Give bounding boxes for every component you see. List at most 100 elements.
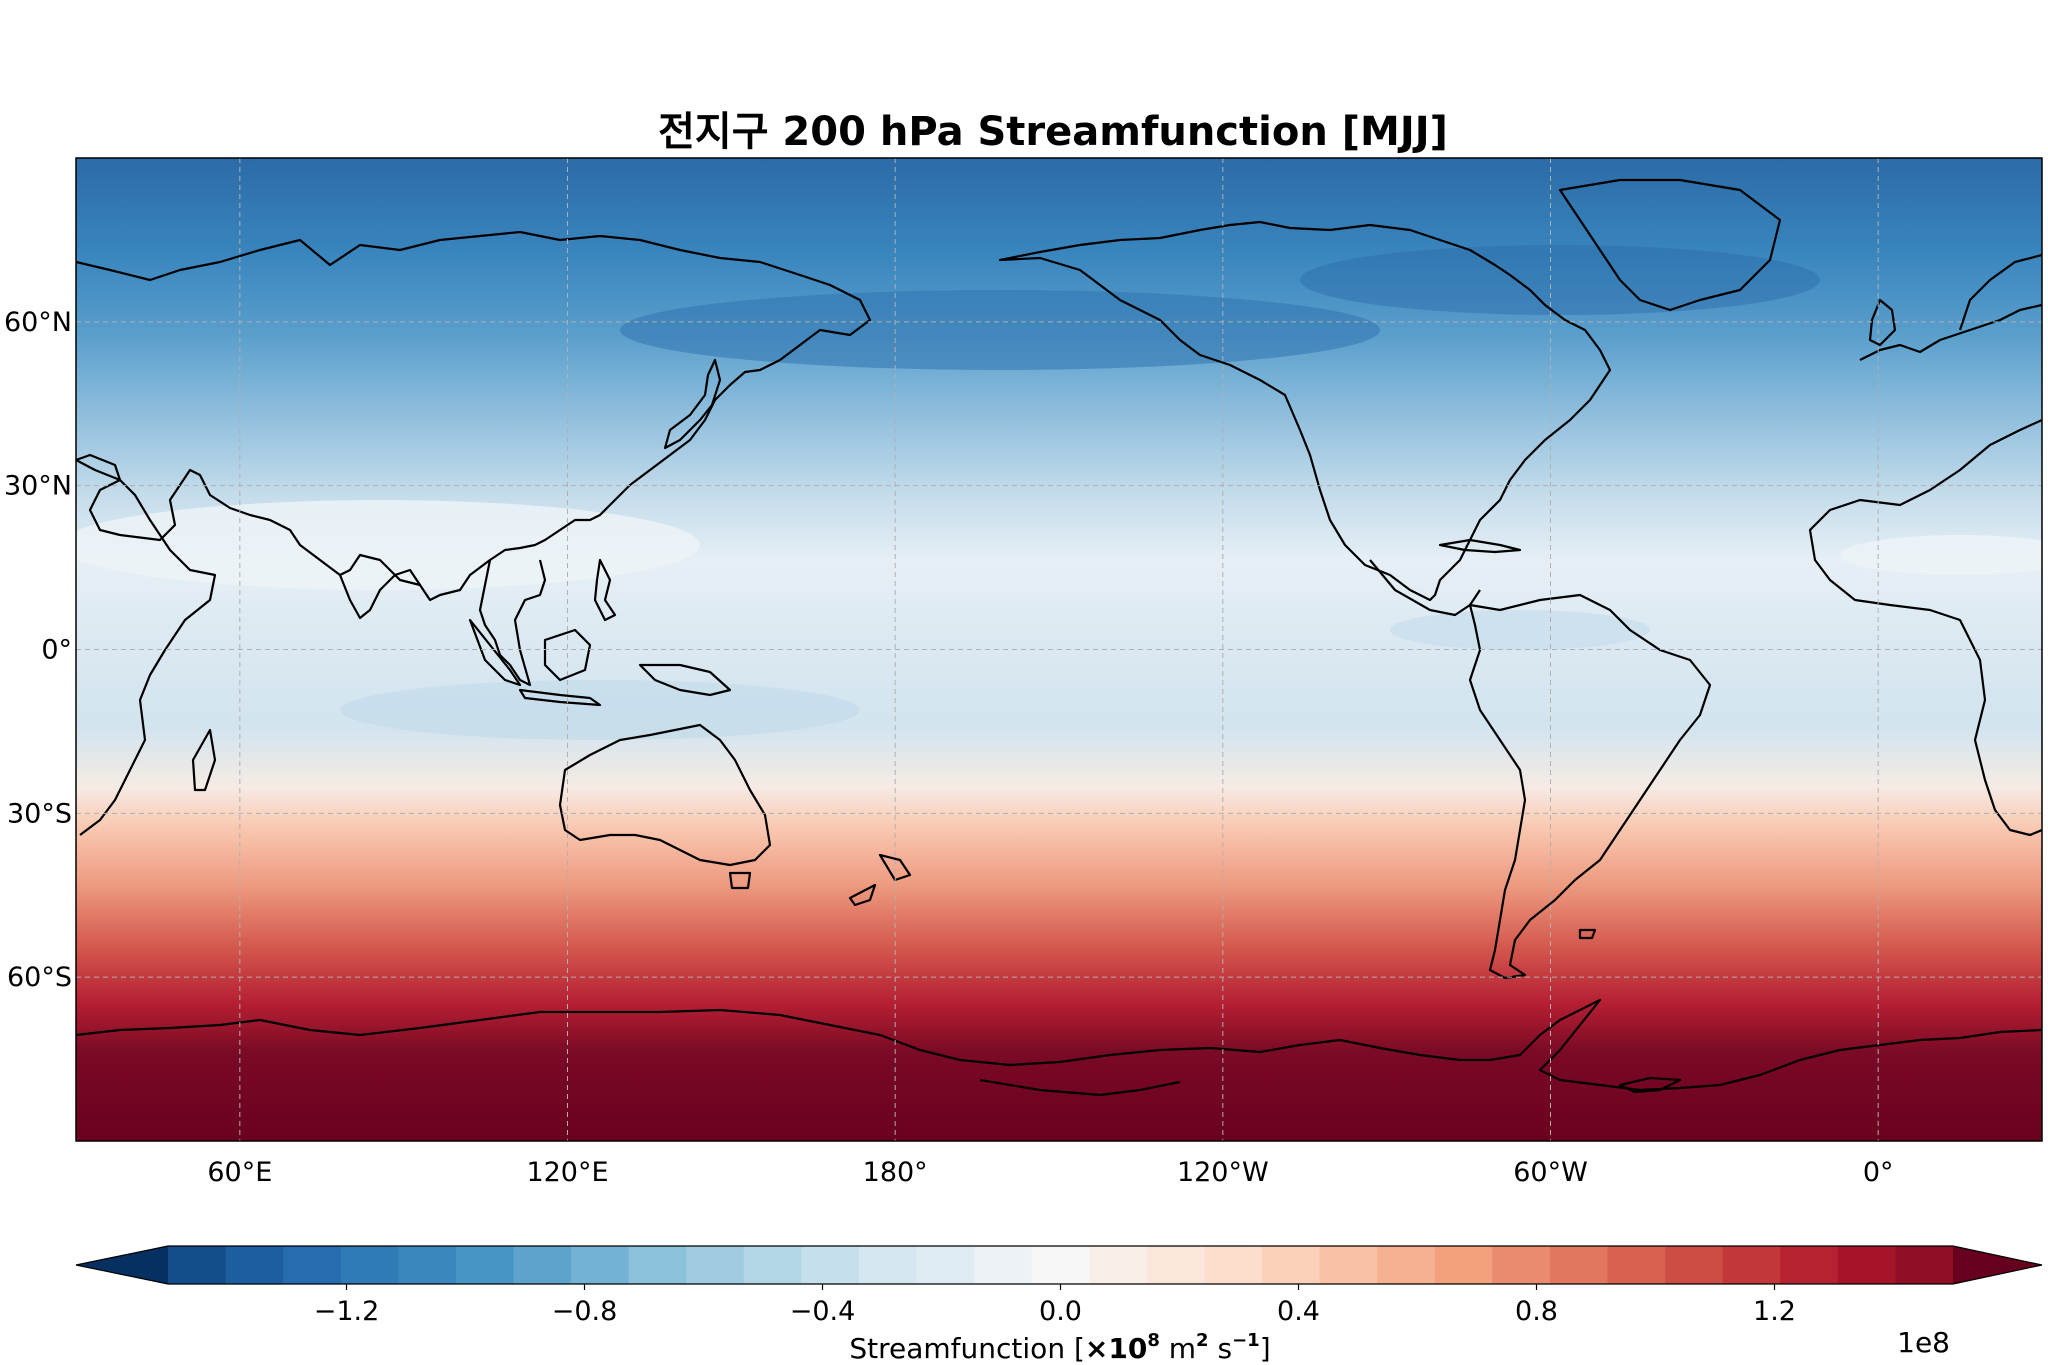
colorbar-extend-min — [76, 1246, 168, 1284]
coast-new-guinea — [638, 663, 732, 697]
colorbar-extend-max — [1953, 1246, 2042, 1284]
colorbar-label-suffix: ] — [1260, 1332, 1271, 1365]
colorbar-bin — [1895, 1246, 1954, 1284]
coast-ross-ice-shelf — [979, 1078, 1181, 1097]
colorbar-bin — [858, 1246, 918, 1284]
coast-europe — [1859, 303, 2042, 361]
colorbar-bin — [1549, 1246, 1609, 1284]
lon-tick-label: 120°W — [1177, 1157, 1269, 1188]
coast-north-america — [998, 220, 1612, 602]
coast-japan — [663, 358, 722, 450]
colorbar-label-units-s-exp: −1 — [1232, 1330, 1260, 1351]
colorbar-bin — [455, 1246, 515, 1284]
lon-tick-label: 60°E — [207, 1157, 272, 1188]
colorbar — [75, 1245, 2043, 1285]
coast-falklands — [1578, 928, 1597, 940]
colorbar-bin — [1607, 1246, 1666, 1284]
map-frame — [75, 157, 2043, 1142]
coast-africa — [76, 459, 217, 836]
colorbar-tick-label: −0.8 — [552, 1296, 618, 1327]
colorbar-bin — [801, 1246, 860, 1284]
coast-australia — [558, 723, 772, 867]
coast-south-america — [1468, 593, 1712, 980]
colorbar-outline — [75, 1245, 2043, 1285]
coast-india — [338, 568, 421, 620]
colorbar-tick-label: 0.8 — [1515, 1296, 1558, 1327]
colorbar-bin — [686, 1246, 745, 1284]
colorbar-label-units-m-exp: 2 — [1196, 1330, 1209, 1351]
colorbar-bin — [1031, 1246, 1090, 1284]
colorbar-bin — [1434, 1246, 1493, 1284]
coast-central-america — [1369, 559, 1481, 617]
coast-philippines — [593, 558, 617, 622]
gridlines — [76, 158, 2042, 1141]
colorbar-label: Streamfunction [×108 m2 s−1] — [849, 1330, 1270, 1365]
map-panel — [76, 158, 2042, 1141]
coast-indochina — [478, 559, 547, 687]
chart-title: 전지구 200 hPa Streamfunction [MJJ] — [658, 109, 1448, 155]
colorbar-label-times: ×10 — [1085, 1332, 1147, 1365]
coast-tasmania — [728, 871, 752, 890]
field-high-subtropics-asia — [76, 500, 700, 590]
coast-cuba — [1438, 538, 1522, 554]
colorbar-bin — [340, 1246, 399, 1284]
colorbar-tick-label: 1.2 — [1753, 1296, 1796, 1327]
colorbar-bin — [1319, 1246, 1378, 1284]
colorbar-bin — [1089, 1246, 1148, 1284]
lon-tick-label: 0° — [1863, 1157, 1894, 1188]
coast-borneo — [543, 628, 592, 682]
colorbar-bin — [1377, 1246, 1436, 1284]
colorbar-bin — [1262, 1246, 1321, 1284]
colorbar-bin — [1722, 1246, 1781, 1284]
colorbar-bin — [571, 1246, 630, 1284]
coast-greenland — [1558, 178, 1782, 312]
colorbar-bin — [1837, 1246, 1897, 1284]
colorbar-bin — [974, 1246, 1033, 1284]
coast-new-zealand — [848, 853, 912, 907]
colorbar-tick-label: −1.2 — [314, 1296, 380, 1327]
coast-java — [518, 688, 602, 707]
colorbar-bin — [1492, 1246, 1551, 1284]
field-low-tropics-indopacific — [340, 680, 860, 740]
lat-tick-label: 30°N — [4, 471, 72, 502]
colorbar-bin — [1204, 1246, 1263, 1284]
coast-britain — [1868, 298, 1897, 347]
field-low-tropics-atlantic — [1390, 610, 1650, 650]
lon-tick-label: 60°W — [1513, 1157, 1588, 1188]
coast-eurasia — [76, 230, 872, 602]
colorbar-offset-text: 1e8 — [1897, 1326, 1950, 1359]
colorbar-bin — [743, 1246, 802, 1284]
field-minimum-north-atlantic — [1300, 245, 1820, 315]
colorbar-bin — [283, 1246, 342, 1284]
colorbar-label-units-s: s — [1209, 1332, 1233, 1365]
lat-tick-label: 60°S — [7, 962, 72, 993]
coast-weddell-sea — [1618, 1076, 1682, 1094]
lat-tick-label: 30°S — [7, 798, 72, 829]
field-high-subtropics-africa — [1840, 535, 2042, 575]
colorbar-bin — [1146, 1246, 1206, 1284]
colorbar-bin — [916, 1246, 975, 1284]
coast-antarctica — [76, 998, 2042, 1092]
coast-africa-west — [1808, 418, 2042, 837]
colorbar-bin — [628, 1246, 687, 1284]
coastlines — [76, 178, 2042, 1097]
colorbar-label-prefix: Streamfunction [ — [849, 1332, 1085, 1365]
field-minimum-north-pacific — [620, 290, 1380, 370]
colorbar-tick-labels: −1.2 −0.8 −0.4 0.0 0.4 0.8 1.2 — [314, 1284, 1796, 1327]
colorbar-bin — [513, 1246, 572, 1284]
latitude-tick-labels: 60°N 30°N 0° 30°S 60°S — [4, 307, 72, 993]
colorbar-bin — [1780, 1246, 1839, 1284]
colorbar-label-exp: 8 — [1147, 1330, 1160, 1351]
colorbar-bin — [225, 1246, 284, 1284]
colorbar-bin — [168, 1246, 227, 1284]
lon-tick-label: 180° — [863, 1157, 928, 1188]
colorbar-tick-label: −0.4 — [790, 1296, 856, 1327]
coast-scandinavia — [1958, 253, 2042, 331]
colorbar-bin — [398, 1246, 457, 1284]
longitude-tick-labels: 60°E 120°E 180° 120°W 60°W 0° — [207, 1157, 1893, 1188]
colorbar-label-units-m: m — [1160, 1332, 1196, 1365]
coast-madagascar — [191, 728, 217, 792]
colorbar-tick-label: 0.4 — [1277, 1296, 1320, 1327]
colorbar-bin — [1665, 1246, 1724, 1284]
